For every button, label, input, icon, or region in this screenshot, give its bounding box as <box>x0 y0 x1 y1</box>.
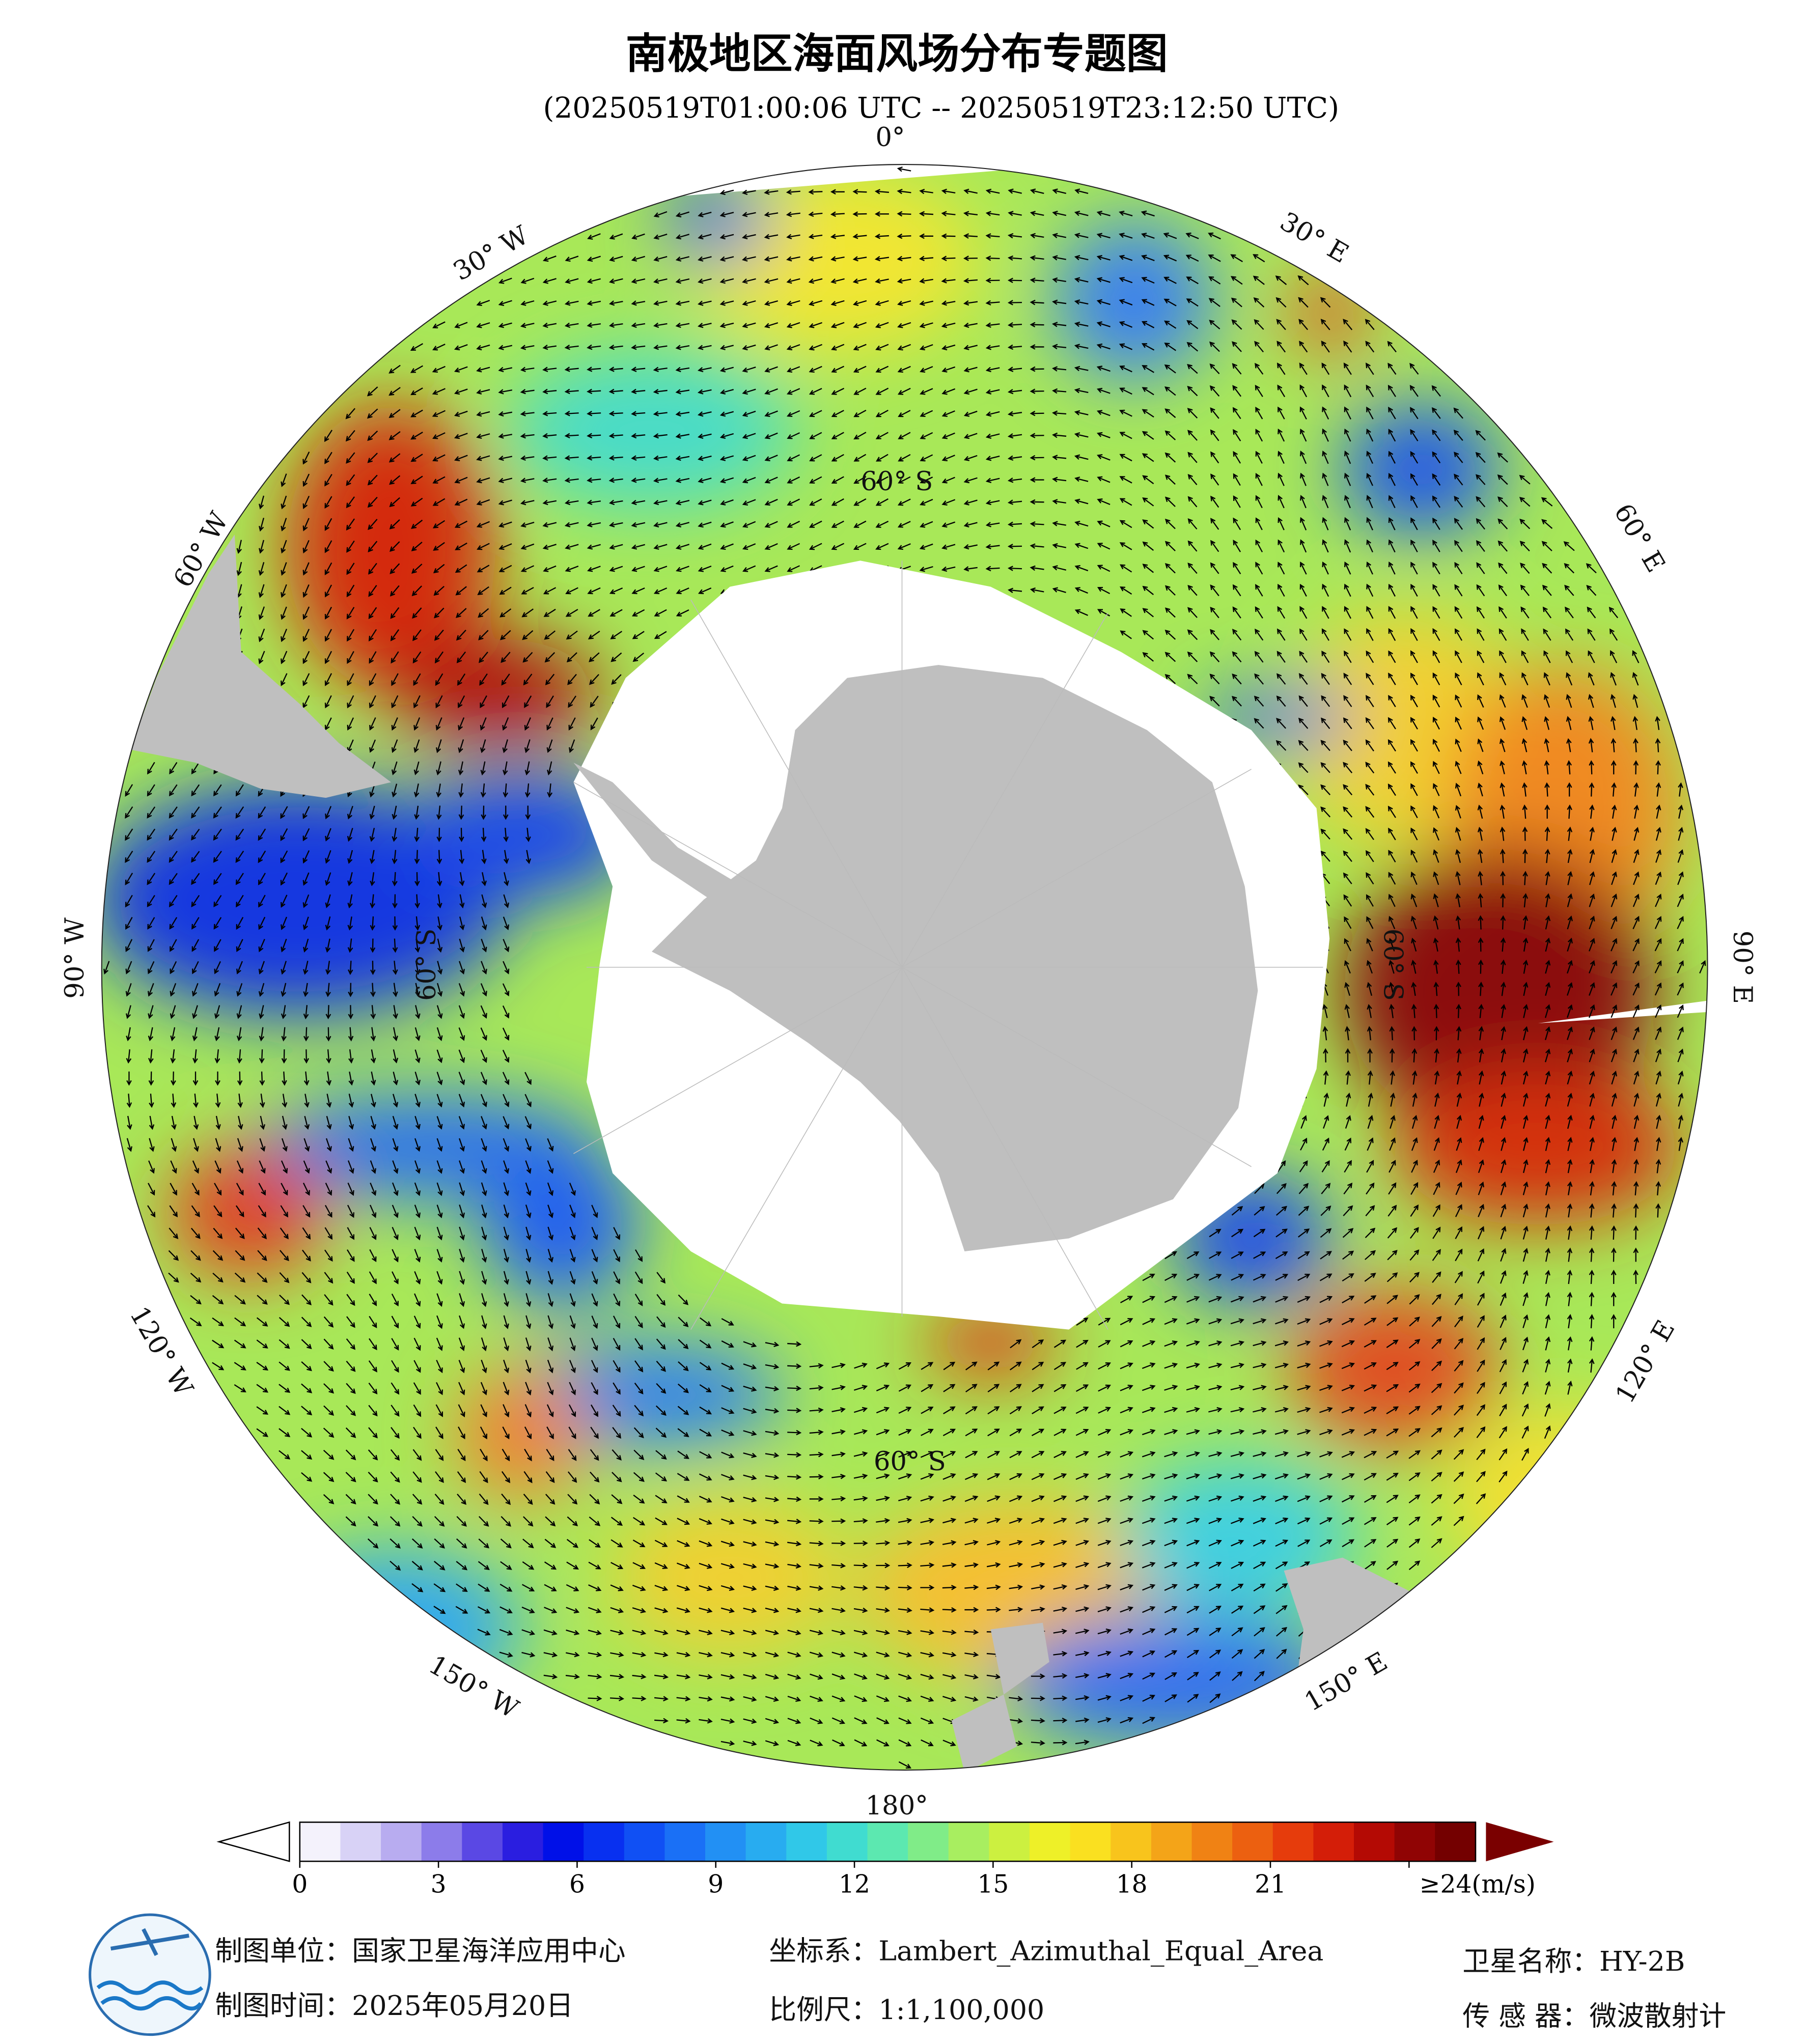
logo <box>89 1913 211 2036</box>
colorbar-segment <box>1030 1822 1071 1862</box>
latitude-label: 60° S <box>874 1446 946 1477</box>
colorbar-segment <box>948 1822 990 1862</box>
colorbar-segment <box>1070 1822 1112 1862</box>
longitude-label: 60° E <box>1608 498 1671 577</box>
colorbar-segment <box>502 1822 544 1862</box>
colorbar-segment <box>745 1822 787 1862</box>
colorbar-segment <box>1435 1822 1477 1862</box>
latitude-label: 60° S <box>861 466 933 497</box>
colorbar-segment <box>826 1822 868 1862</box>
colorbar-segment <box>705 1822 746 1862</box>
antarctica <box>573 561 1330 1330</box>
map-subtitle: (20250519T01:00:06 UTC -- 20250519T23:12… <box>543 92 1340 125</box>
colorbar-segment <box>462 1822 504 1862</box>
wind-field <box>101 164 1708 1770</box>
projection: 坐标系：Lambert_Azimuthal_Equal_Area <box>769 1935 1323 1967</box>
colorbar-frame <box>299 1822 1477 1862</box>
sensor: 传 感 器：微波散射计 <box>1462 2000 1726 2032</box>
colorbar-segment <box>299 1822 341 1862</box>
colorbar-tick-label: 3 <box>431 1870 447 1899</box>
date: 制图时间：2025年05月20日 <box>215 1990 573 2022</box>
longitude-label: 0° <box>875 122 905 153</box>
colorbar-tick-label: 6 <box>569 1870 585 1899</box>
colorbar-tick-label: 21 <box>1255 1870 1286 1899</box>
colorbar-under <box>216 1821 290 1862</box>
wind-arrows <box>103 166 1706 1769</box>
colorbar-segment <box>786 1822 828 1862</box>
colorbar-segment <box>1232 1822 1274 1862</box>
colorbar-tick-label: 9 <box>708 1870 724 1899</box>
longitude-label: 180° <box>866 1790 928 1821</box>
colorbar-tick-label: 15 <box>977 1870 1009 1899</box>
colorbar-tick-label: 12 <box>839 1870 870 1899</box>
scale: 比例尺：1:1,100,000 <box>769 1994 1044 2026</box>
colorbar-segment <box>624 1822 665 1862</box>
colorbar: 0 3 6 9 12 15 18 21 ≥24(m/s) <box>216 1821 1554 1899</box>
colorbar-tick-label: 0 <box>292 1870 308 1899</box>
colorbar-segment <box>1354 1822 1395 1862</box>
colorbar-tick-label: ≥24(m/s) <box>1420 1870 1536 1899</box>
latitude-label: 60° S <box>1378 929 1408 1001</box>
colorbar-segment <box>908 1822 950 1862</box>
longitude-label: 90° W <box>60 917 90 999</box>
colorbar-segment <box>1313 1822 1355 1862</box>
colorbar-segment <box>1191 1822 1233 1862</box>
satellite: 卫星名称：HY-2B <box>1462 1945 1685 1977</box>
colorbar-segment <box>664 1822 706 1862</box>
colorbar-segment <box>543 1822 585 1862</box>
colorbar-over <box>1486 1822 1554 1862</box>
colorbar-segment <box>421 1822 463 1862</box>
colorbar-segment <box>1111 1822 1152 1862</box>
colorbar-segment <box>340 1822 382 1862</box>
colorbar-segment <box>1394 1822 1436 1862</box>
colorbar-segment <box>989 1822 1031 1862</box>
colorbar-segment <box>867 1822 909 1862</box>
longitude-label: 90° E <box>1727 931 1758 1004</box>
colorbar-tick-label: 18 <box>1116 1870 1148 1899</box>
colorbar-segment <box>1151 1822 1192 1862</box>
colorbar-segment <box>584 1822 625 1862</box>
colorbar-segment <box>381 1822 422 1862</box>
longitude-label: 30° E <box>1275 206 1354 269</box>
latitude-label: 60° S <box>411 929 442 1001</box>
footer: 制图单位：国家卫星海洋应用中心 制图时间：2025年05月20日 坐标系：Lam… <box>215 1935 1726 2032</box>
colorbar-segment <box>1272 1822 1314 1862</box>
map-title: 南极地区海面风场分布专题图 <box>626 30 1168 78</box>
producer: 制图单位：国家卫星海洋应用中心 <box>215 1935 625 1967</box>
